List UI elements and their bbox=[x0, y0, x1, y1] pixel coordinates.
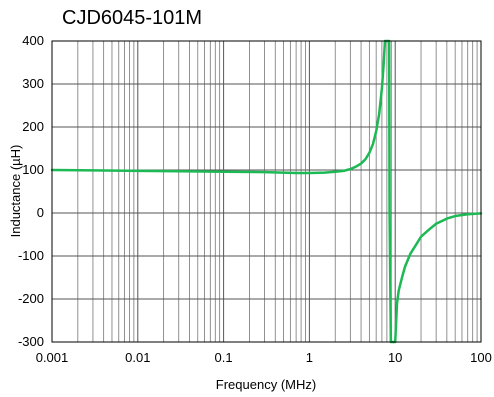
x-tick-label: 1 bbox=[306, 350, 313, 365]
curve-layer bbox=[50, 39, 483, 344]
inductance-series-line bbox=[50, 39, 483, 344]
x-axis-label: Frequency (MHz) bbox=[216, 377, 316, 392]
y-tick-label: -300 bbox=[18, 334, 44, 349]
x-tick-label: 100 bbox=[470, 350, 492, 365]
x-tick-label: 0.01 bbox=[125, 350, 150, 365]
y-tick-label: 100 bbox=[22, 162, 44, 177]
y-tick-label: 400 bbox=[22, 33, 44, 48]
x-tick-label: 0.1 bbox=[215, 350, 233, 365]
x-tick-label: 10 bbox=[388, 350, 402, 365]
y-tick-label: -100 bbox=[18, 248, 44, 263]
x-axis-ticks: 0.001 0.01 0.1 1 10 100 bbox=[36, 350, 492, 365]
plot-frame bbox=[51, 40, 482, 343]
grid-lines bbox=[51, 40, 481, 343]
y-tick-label: 0 bbox=[37, 205, 44, 220]
y-axis-ticks: 400 300 200 100 0 -100 -200 -300 bbox=[18, 33, 44, 349]
chart-title: CJD6045-101M bbox=[62, 7, 202, 29]
y-tick-label: -200 bbox=[18, 291, 44, 306]
y-tick-label: 200 bbox=[22, 119, 44, 134]
y-axis-label: Inductance (µH) bbox=[8, 145, 23, 238]
y-tick-label: 300 bbox=[22, 76, 44, 91]
x-tick-label: 0.001 bbox=[36, 350, 69, 365]
